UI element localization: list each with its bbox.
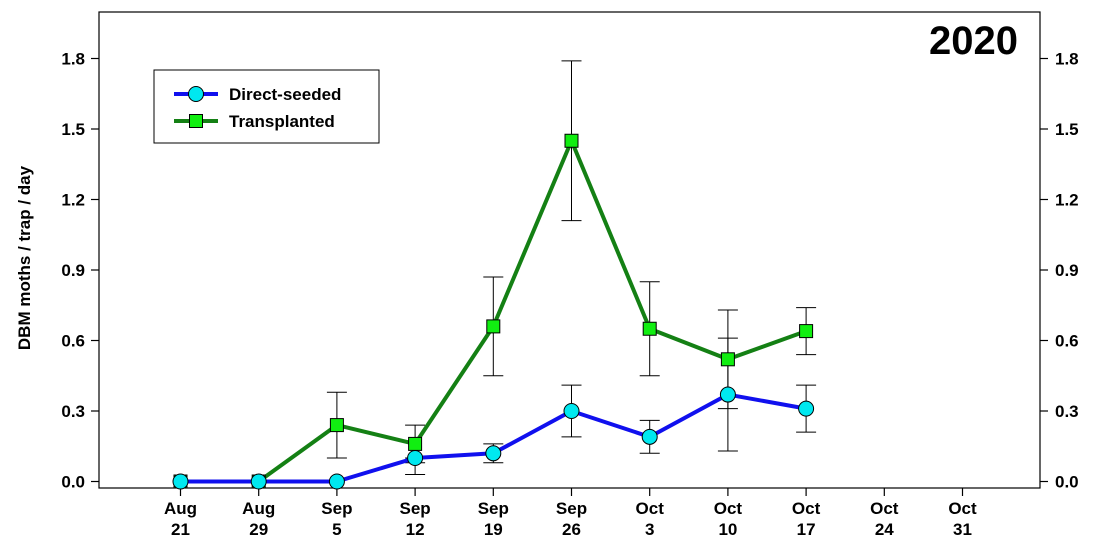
data-point-direct-seeded	[719, 386, 736, 403]
y-tick-label-right: 1.2	[1055, 191, 1079, 210]
axes: 0.0 0.0 0.3 0.3 0.6 0.6 0.9 0.9 1.2 1.2 1.5 1.5 1.8 1…	[61, 11, 1079, 539]
y-tick-label-right: 0.9	[1055, 261, 1079, 280]
y-tick-label-left: 1.2	[61, 191, 85, 210]
legend-label: Direct-seeded	[229, 85, 341, 104]
data-point-transplanted	[564, 133, 579, 148]
x-tick-label: Sep 19	[478, 499, 509, 539]
legend: Direct-seeded Transplanted	[153, 69, 380, 144]
data-point-transplanted	[329, 418, 344, 433]
x-tick-label: Sep 5	[321, 499, 352, 539]
data-point-transplanted	[408, 436, 423, 451]
x-tick-label: Oct 10	[714, 499, 743, 539]
y-axis-label: DBM moths / trap / day	[15, 165, 34, 350]
data-point-transplanted	[642, 321, 657, 336]
legend-label: Transplanted	[229, 112, 335, 131]
data-point-transplanted	[720, 352, 735, 367]
legend-marker	[189, 114, 203, 128]
y-tick-label-right: 1.8	[1055, 50, 1079, 69]
y-tick-label-left: 0.0	[61, 473, 85, 492]
legend-marker	[188, 86, 204, 102]
data-point-direct-seeded	[485, 445, 502, 462]
y-tick-label-left: 0.9	[61, 261, 85, 280]
x-tick-label: Sep 26	[556, 499, 587, 539]
x-tick-label: Oct 31	[948, 499, 977, 539]
chart-title: 2020	[929, 19, 1018, 63]
y-tick-label-left: 0.6	[61, 332, 85, 351]
data-point-transplanted	[486, 319, 501, 334]
y-tick-label-right: 1.5	[1055, 120, 1079, 139]
data-point-direct-seeded	[641, 428, 658, 445]
data-point-direct-seeded	[172, 473, 189, 490]
data-point-direct-seeded	[250, 473, 267, 490]
legend-box	[153, 69, 380, 144]
plot-frame	[98, 11, 1041, 489]
x-tick-label: Oct 24	[870, 499, 899, 539]
x-tick-label: Oct 17	[792, 499, 821, 539]
data-point-direct-seeded	[407, 450, 424, 466]
x-tick-label: Oct 3	[636, 499, 665, 539]
x-tick-label: Aug 21	[164, 499, 197, 539]
x-tick-label: Aug 29	[242, 499, 275, 539]
data-point-direct-seeded	[563, 403, 580, 419]
y-tick-label-left: 0.3	[61, 402, 85, 421]
data-point-direct-seeded	[328, 473, 345, 490]
y-tick-label-left: 1.8	[61, 50, 85, 69]
series-markers	[172, 133, 815, 490]
y-tick-label-right: 0.6	[1055, 332, 1079, 351]
x-tick-label: Sep 12	[400, 499, 431, 539]
y-tick-label-right: 0.0	[1055, 473, 1079, 492]
y-tick-label-left: 1.5	[61, 120, 85, 139]
data-point-direct-seeded	[798, 400, 815, 417]
data-point-transplanted	[799, 324, 814, 339]
y-tick-label-right: 0.3	[1055, 402, 1079, 421]
